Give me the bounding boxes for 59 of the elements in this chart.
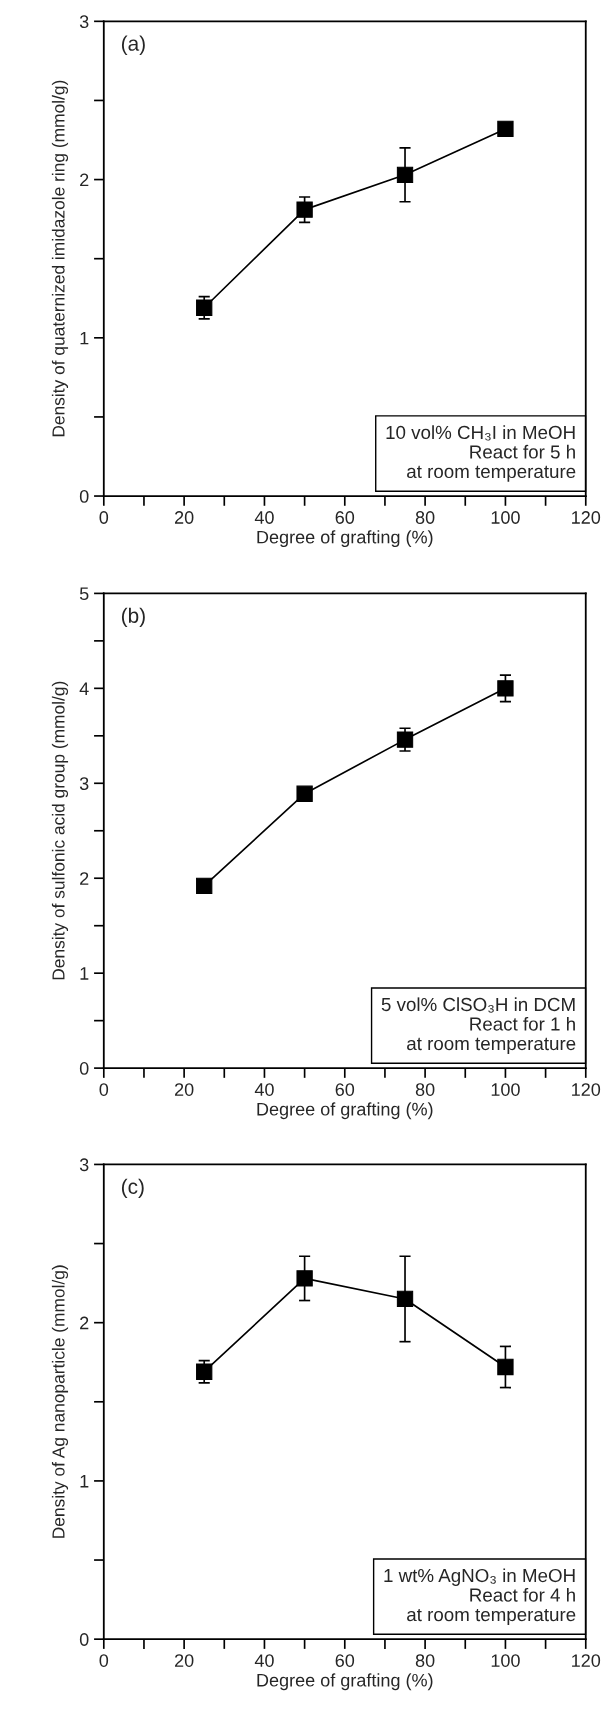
point <box>396 166 414 183</box>
point <box>296 785 313 802</box>
point <box>497 120 514 138</box>
point <box>196 1363 213 1380</box>
x-tick-label: 100 <box>491 1654 520 1668</box>
x-tick-label: 0 <box>99 511 109 524</box>
point <box>196 877 213 894</box>
y-tick-label: 0 <box>79 489 89 503</box>
y-tick-label: 2 <box>80 173 89 187</box>
annotation: (c) <box>121 1178 144 1199</box>
x-axis-title: Degree of grafting (%) <box>257 1673 433 1691</box>
y-axis-title: Density of quaternized imidazole ring (mmol/g) <box>51 80 69 437</box>
y-tick-label: 2 <box>80 1316 89 1330</box>
x-tick-label: 80 <box>415 1083 435 1096</box>
x-axis-title: Degree of grafting (%) <box>257 1102 433 1120</box>
point <box>396 731 414 748</box>
x-tick-label: 0 <box>99 1083 109 1096</box>
annotation: (a) <box>121 35 145 55</box>
y-tick-label: 4 <box>79 682 89 695</box>
y-tick-label: 3 <box>79 1158 89 1172</box>
y-tick-label: 1 <box>80 1475 89 1488</box>
x-tick-label: 40 <box>254 511 274 524</box>
point <box>296 1270 313 1287</box>
x-tick-label: 60 <box>335 1654 355 1668</box>
y-tick-label: 5 <box>79 587 89 601</box>
annotation: 10 vol% CH₃I in MeOH React for 5 h at room temperature <box>386 425 576 482</box>
x-tick-label: 20 <box>174 511 194 524</box>
y-tick-label: 1 <box>80 967 89 980</box>
point <box>196 299 213 316</box>
y-tick-label: 2 <box>80 872 89 885</box>
x-tick-label: 60 <box>335 511 355 524</box>
x-tick-label: 20 <box>174 1083 194 1096</box>
y-axis-title: Density of Ag nanoparticle (mmol/g) <box>51 1265 69 1538</box>
y-tick-label: 3 <box>79 15 89 29</box>
point <box>497 680 514 697</box>
x-tick-label: 120 <box>572 1083 601 1096</box>
x-tick-label: 120 <box>572 511 601 524</box>
x-tick-label: 20 <box>174 1654 194 1668</box>
x-tick-label: 40 <box>254 1083 274 1096</box>
annotation: 5 vol% ClSO₃H in DCM React for 1 h at room temperature <box>381 997 576 1054</box>
x-axis-title: Degree of grafting (%) <box>257 530 433 548</box>
x-tick-label: 100 <box>491 1083 520 1096</box>
annotation: 1 wt% AgNO₃ in MeOH React for 4 h at room temperature <box>384 1568 576 1625</box>
y-tick-label: 1 <box>80 331 89 345</box>
point <box>396 1290 414 1308</box>
y-axis-title: Density of sulfonic acid group (mmol/g) <box>51 681 69 980</box>
x-tick-label: 80 <box>415 511 435 524</box>
point <box>497 1358 514 1376</box>
x-tick-label: 0 <box>99 1654 109 1668</box>
y-tick-label: 0 <box>79 1062 89 1075</box>
y-tick-label: 0 <box>79 1633 89 1646</box>
x-tick-label: 80 <box>415 1654 435 1668</box>
point <box>296 201 313 218</box>
annotation: (b) <box>121 607 145 628</box>
x-tick-label: 40 <box>254 1654 274 1668</box>
x-tick-label: 60 <box>335 1083 355 1096</box>
x-tick-label: 120 <box>572 1654 601 1668</box>
x-tick-label: 100 <box>491 511 520 524</box>
y-tick-label: 3 <box>79 777 89 791</box>
